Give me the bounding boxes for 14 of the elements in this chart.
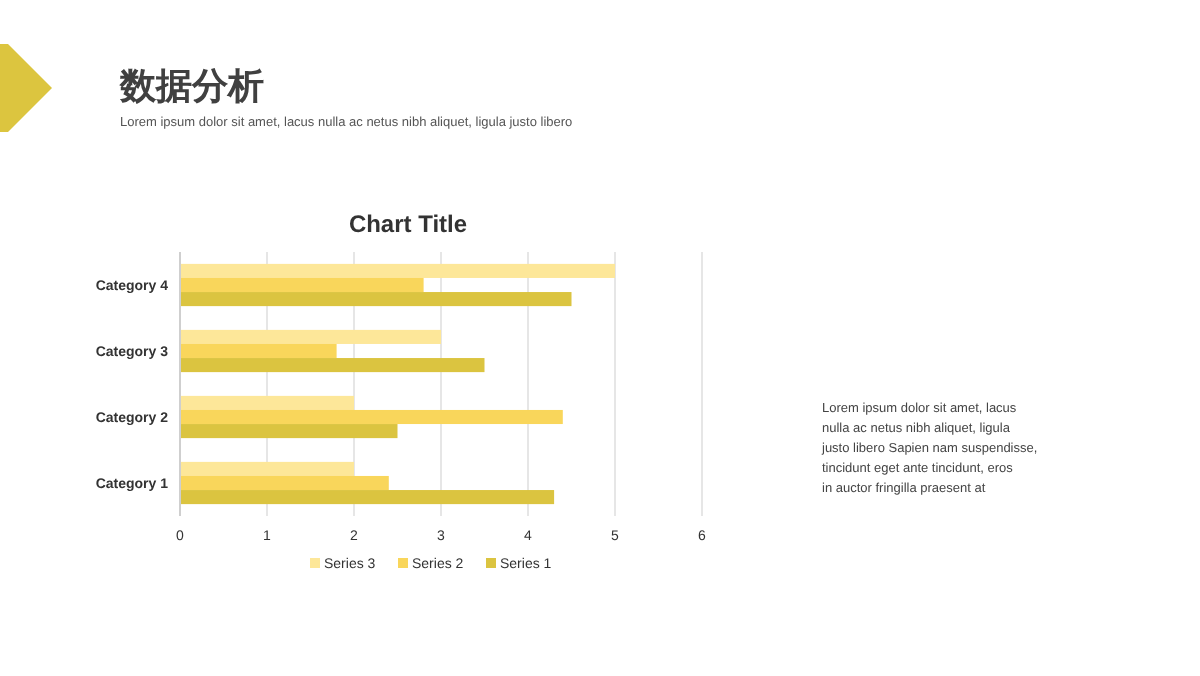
bar [180, 395, 354, 410]
bar [180, 424, 398, 439]
bar [180, 263, 615, 278]
bar [180, 409, 563, 425]
chart-title: 数据分析 [118, 66, 264, 108]
text: Chart Title [348, 210, 468, 238]
bar [180, 343, 337, 359]
bar [180, 329, 441, 344]
bar [180, 490, 555, 505]
bar [180, 358, 485, 373]
bar [180, 277, 424, 293]
bar [180, 292, 572, 307]
bar [180, 475, 389, 491]
bar [180, 461, 354, 476]
